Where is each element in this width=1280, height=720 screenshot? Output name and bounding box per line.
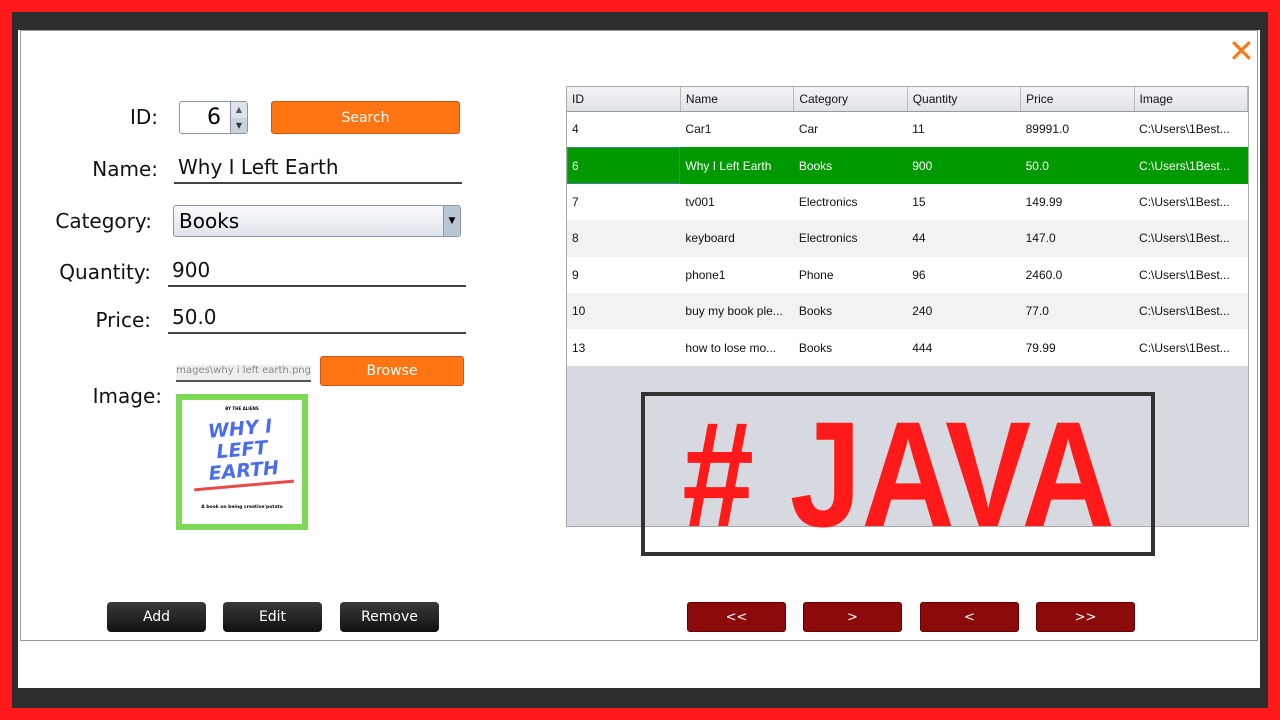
table-cell[interactable]: Electronics (793, 183, 908, 221)
first-button[interactable]: << (687, 602, 786, 632)
table-cell[interactable]: C:\Users\1Best... (1134, 147, 1248, 184)
table-row[interactable]: 4 Car1 Car 11 89991.0 C:\Users\1Best... (567, 111, 1248, 148)
products-table[interactable]: ID Name Category Quantity Price Image 4 Car1 Ca… (566, 86, 1249, 527)
price-label: Price: (95, 308, 151, 332)
table-cell[interactable]: tv001 (680, 183, 794, 221)
book-cover-image: BY THE ALIENS WHY I LEFT EARTH A book on… (176, 394, 308, 530)
last-button[interactable]: >> (1036, 602, 1135, 632)
table-cell[interactable]: 147.0 (1020, 220, 1135, 257)
table-cell[interactable]: 900 (907, 147, 1021, 184)
close-icon[interactable]: ✕ (1228, 32, 1255, 70)
table-cell[interactable]: C:\Users\1Best... (1134, 256, 1248, 293)
column-header[interactable]: Quantity (907, 87, 1022, 112)
table-cell[interactable]: Books (793, 147, 908, 184)
table-cell[interactable]: 10 (567, 292, 681, 330)
table-cell[interactable]: 77.0 (1020, 292, 1135, 330)
table-cell[interactable]: 15 (907, 183, 1021, 221)
table-cell[interactable]: Electronics (793, 220, 908, 257)
table-cell[interactable]: Car (793, 111, 908, 148)
column-header[interactable]: Name (680, 87, 795, 112)
spinner-down-icon[interactable]: ▼ (230, 118, 247, 133)
table-cell[interactable]: Car1 (680, 111, 794, 148)
table-row[interactable]: 8 keyboard Electronics 44 147.0 C:\Users\1Bes… (567, 220, 1248, 257)
table-cell[interactable]: buy my book ple... (680, 292, 794, 330)
table-cell[interactable]: keyboard (680, 220, 794, 257)
table-cell[interactable]: Phone (793, 256, 908, 293)
quantity-label: Quantity: (59, 260, 151, 284)
id-spinner[interactable]: 6 ▲ ▼ (179, 101, 248, 134)
table-cell[interactable]: 4 (567, 111, 681, 148)
category-label: Category: (55, 209, 152, 233)
id-label: ID: (129, 105, 158, 129)
table-row[interactable]: 9 phone1 Phone 96 2460.0 C:\Users\1Best... (567, 256, 1248, 293)
edit-button[interactable]: Edit (223, 602, 322, 632)
remove-button[interactable]: Remove (340, 602, 439, 632)
java-overlay-text: # JAVA (681, 392, 1115, 556)
table-row[interactable]: 10 buy my book ple... Books 240 77.0 C:\Users… (567, 292, 1248, 330)
table-cell[interactable]: C:\Users\1Best... (1134, 111, 1248, 148)
table-cell[interactable]: Books (793, 329, 908, 366)
column-header[interactable]: Category (793, 87, 908, 112)
image-path-field[interactable]: p\images\why i left earth.png (176, 365, 311, 382)
spinner-up-icon[interactable]: ▲ (230, 102, 247, 118)
table-cell[interactable]: C:\Users\1Best... (1134, 183, 1248, 221)
table-cell[interactable]: 50.0 (1020, 147, 1135, 184)
add-button[interactable]: Add (107, 602, 206, 632)
table-cell[interactable]: C:\Users\1Best... (1134, 292, 1248, 330)
search-button[interactable]: Search (271, 101, 460, 134)
category-select-value: Books (179, 209, 240, 233)
column-header[interactable]: Image (1134, 87, 1248, 112)
column-header[interactable]: ID (567, 87, 681, 112)
table-cell[interactable]: 8 (567, 220, 681, 257)
table-cell[interactable]: Why I Left Earth (680, 147, 794, 184)
price-field[interactable]: 50.0 (168, 302, 466, 334)
table-cell[interactable]: 6 (567, 147, 681, 184)
previous-button[interactable]: < (920, 602, 1019, 632)
browse-button[interactable]: Browse (320, 356, 464, 386)
quantity-field[interactable]: 900 (168, 255, 466, 287)
table-cell[interactable]: 96 (907, 256, 1021, 293)
table-cell[interactable]: C:\Users\1Best... (1134, 329, 1248, 366)
category-select[interactable]: Books ▼ (173, 205, 461, 237)
next-button[interactable]: > (803, 602, 902, 632)
name-label: Name: (92, 157, 158, 181)
table-cell[interactable]: Books (793, 292, 908, 330)
image-label: Image: (92, 384, 162, 408)
table-cell[interactable]: how to lose mo... (680, 329, 794, 366)
column-header[interactable]: Price (1020, 87, 1135, 112)
table-cell[interactable]: 7 (567, 183, 681, 221)
name-field[interactable]: Why I Left Earth (174, 152, 462, 184)
table-cell[interactable]: 444 (907, 329, 1021, 366)
table-cell[interactable]: 44 (907, 220, 1021, 257)
table-row[interactable]: 6 Why I Left Earth Books 900 50.0 C:\Users\1B… (567, 147, 1248, 184)
table-cell[interactable]: 11 (907, 111, 1021, 148)
table-cell[interactable]: 240 (907, 292, 1021, 330)
table-cell[interactable]: C:\Users\1Best... (1134, 220, 1248, 257)
table-cell[interactable]: 79.99 (1020, 329, 1135, 366)
table-cell[interactable]: 13 (567, 329, 681, 366)
table-cell[interactable]: 9 (567, 256, 681, 293)
table-cell[interactable]: 89991.0 (1020, 111, 1135, 148)
table-row[interactable]: 7 tv001 Electronics 15 149.99 C:\Users\1Best.… (567, 183, 1248, 221)
table-cell[interactable]: 149.99 (1020, 183, 1135, 221)
chevron-down-icon[interactable]: ▼ (443, 206, 460, 236)
java-overlay-box: # JAVA (641, 392, 1155, 556)
table-cell[interactable]: 2460.0 (1020, 256, 1135, 293)
table-row[interactable]: 13 how to lose mo... Books 444 79.99 C:\Users… (567, 329, 1248, 366)
table-cell[interactable]: phone1 (680, 256, 794, 293)
id-spinner-value: 6 (207, 105, 221, 130)
